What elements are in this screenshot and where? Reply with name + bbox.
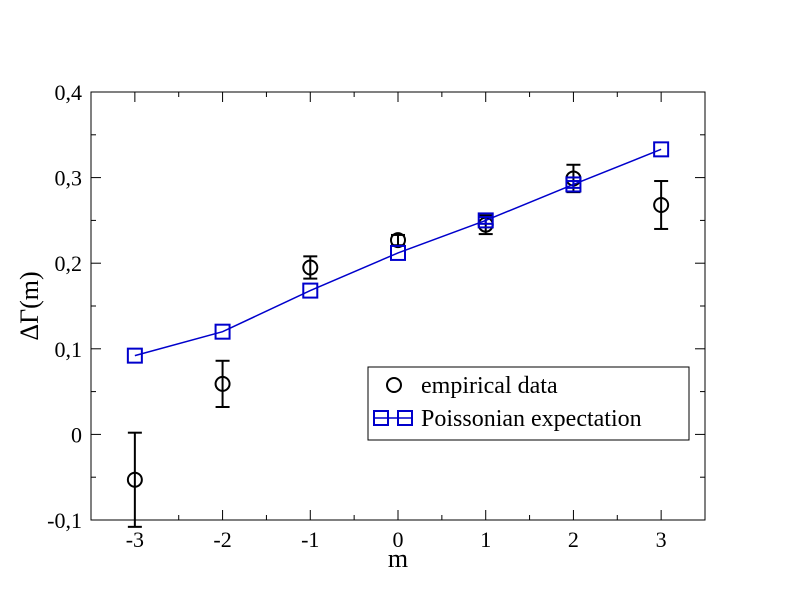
data-point [126,347,143,364]
data-point [390,244,406,261]
x-tick-label: -3 [126,527,144,552]
legend-box [367,366,690,441]
series-line [134,148,662,357]
data-layer [126,141,670,528]
data-point [214,375,231,392]
data-point [390,232,406,249]
data-point [302,259,319,276]
x-tick-label: 2 [568,527,579,552]
y-tick-label: -0,1 [47,508,82,533]
x-axis-label: m [388,544,408,573]
legend-marker [397,410,413,426]
data-point [477,212,494,229]
legend-marker [386,377,402,393]
y-axis-label: ΔΓ(m) [15,271,44,340]
legend-marker [373,410,389,426]
y-tick-label: 0,4 [55,80,83,105]
legend: empirical data Poissonian expectation [367,366,690,441]
x-tick-label: -1 [301,527,319,552]
legend-label: Poissonian expectation [421,406,642,432]
x-tick-label: -2 [213,527,231,552]
x-tick-label: 1 [480,527,491,552]
data-point [214,323,231,340]
y-tick-label: 0,3 [55,166,83,191]
data-point [565,176,582,193]
x-tick-label: 3 [656,527,667,552]
ticks-layer: -3 -2 -1 0 1 2 3 -0,1 0 0,1 0,2 0,3 0,4 [47,80,706,552]
y-tick-label: 0,2 [55,251,83,276]
y-tick-label: 0 [71,422,82,447]
data-point [653,141,670,158]
y-tick-label: 0,1 [55,337,83,362]
data-point [126,471,143,488]
legend-label: empirical data [421,373,558,399]
data-point [302,282,319,299]
data-point [653,196,670,213]
plot-frame [90,91,706,521]
x-tick-label: 0 [393,527,404,552]
